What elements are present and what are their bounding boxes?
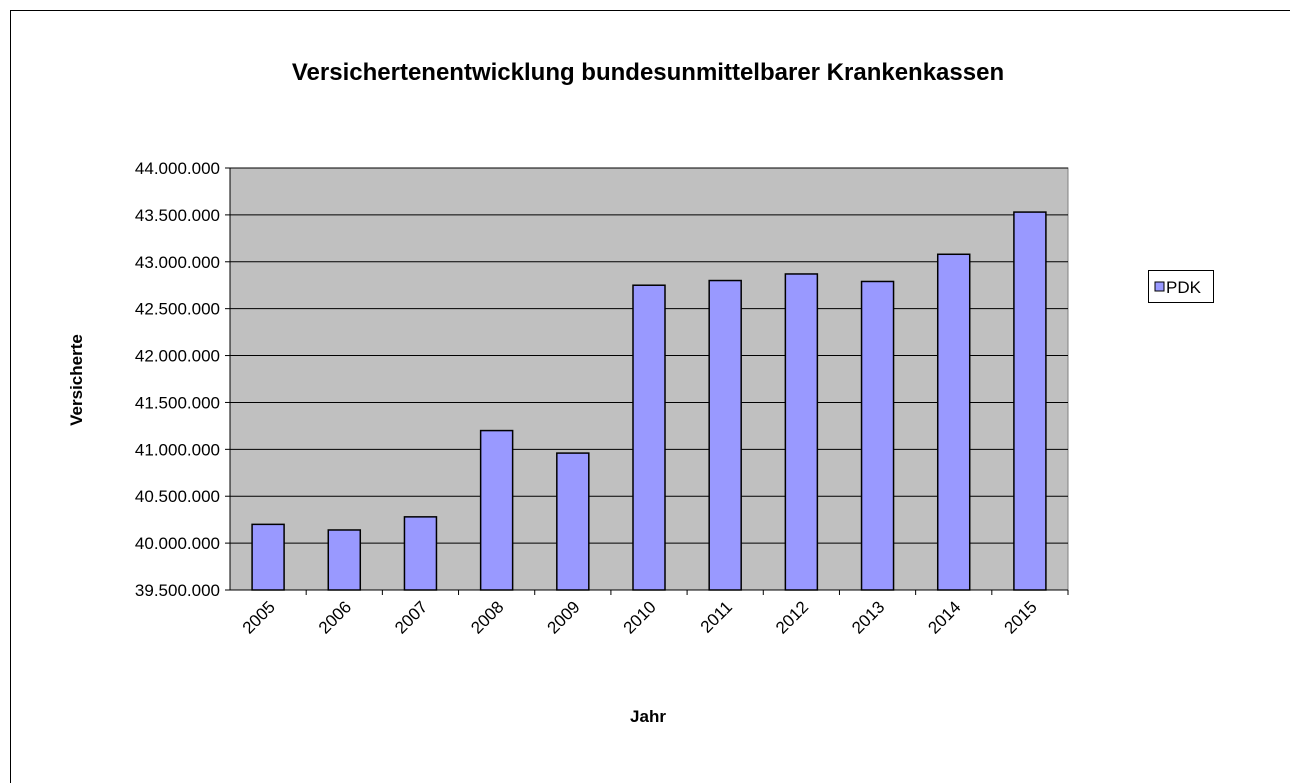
bar: [632, 284, 666, 591]
legend-swatch: [1154, 281, 1165, 292]
bar: [479, 429, 514, 591]
y-tick-label: 43.500.000: [135, 206, 220, 225]
bar: [1013, 211, 1047, 591]
y-axis-label: Versicherte: [67, 334, 86, 426]
bar: [403, 516, 438, 591]
y-tick-label: 40.000.000: [135, 534, 220, 553]
bar: [860, 280, 895, 591]
y-tick-label: 39.500.000: [135, 581, 220, 600]
bar: [784, 273, 819, 591]
y-tick-label: 44.000.000: [135, 159, 220, 178]
bar: [708, 279, 742, 591]
y-tick-label: 41.500.000: [135, 393, 220, 412]
bar: [936, 253, 971, 591]
legend-label: PDK: [1166, 278, 1202, 297]
bar: [251, 523, 285, 591]
y-tick-label: 43.000.000: [135, 253, 220, 272]
y-tick-label: 40.500.000: [135, 487, 220, 506]
chart-title: Versichertenentwicklung bundesunmittelba…: [292, 59, 1004, 86]
y-tick-label: 42.500.000: [135, 300, 220, 319]
legend: PDK: [1148, 270, 1214, 303]
bar: [327, 529, 362, 591]
y-tick-label: 42.000.000: [135, 347, 220, 366]
y-tick-label: 41.000.000: [135, 440, 220, 459]
bar: [556, 452, 590, 591]
x-axis-label: Jahr: [630, 707, 666, 726]
